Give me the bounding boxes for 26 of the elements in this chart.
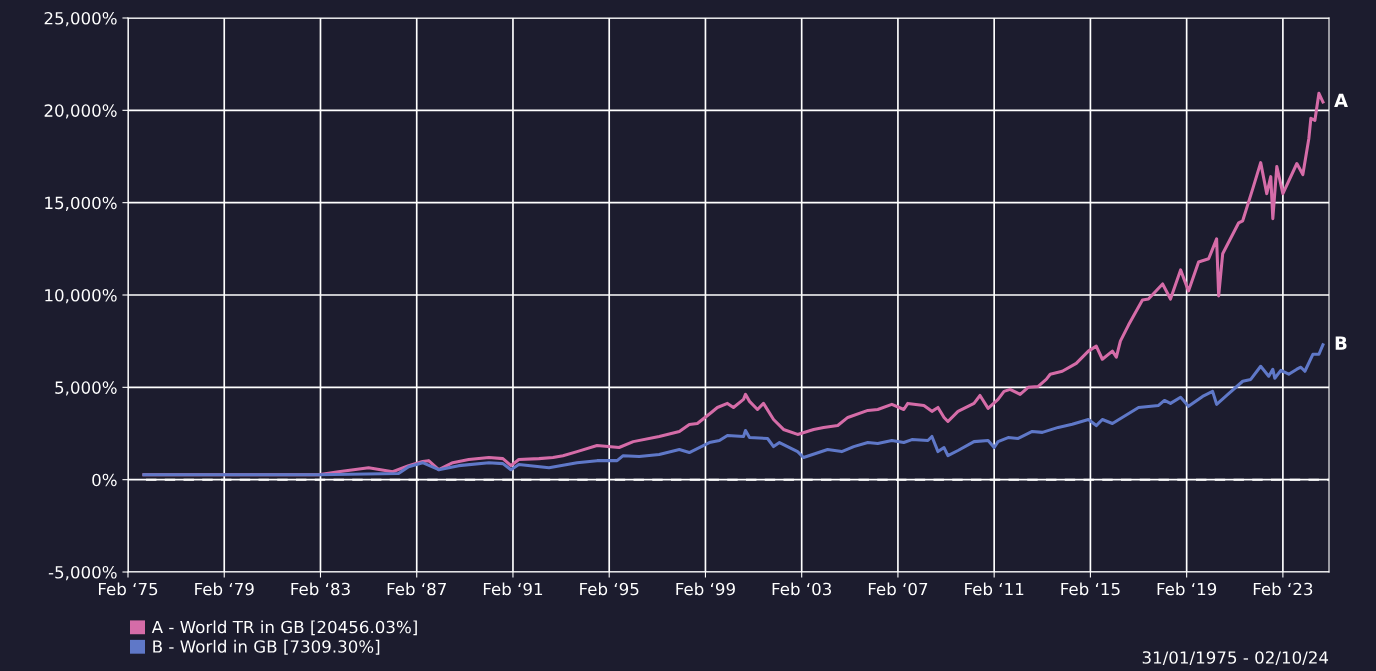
line-series (142, 343, 1325, 477)
y-tick-label: 15,000% (45, 196, 117, 211)
y-tick-label: 25,000% (44, 11, 117, 27)
y-tick-label: 10,000% (45, 288, 117, 304)
x-tick-label: Feb ‘11 (965, 582, 1024, 596)
annotation: A (1334, 93, 1348, 107)
x-tick-label: Feb ‘95 (580, 582, 639, 596)
y-tick-label: 5,000% (55, 381, 117, 396)
y-tick-label: 20,000% (44, 104, 117, 119)
x-tick-label: Feb ‘23 (1253, 582, 1313, 596)
x-tick-label: Feb ‘83 (291, 582, 350, 596)
legend-label: A - World TR in GB [20456.03%] (151, 620, 417, 636)
x-tick-label: Feb ‘03 (772, 582, 831, 596)
text: 31/01/1975 - 02/10/24 (1142, 651, 1329, 666)
annotation: B (1335, 336, 1347, 350)
x-tick-label: Feb ‘87 (387, 582, 446, 596)
legend-label: B - World in GB [7309.30%] (153, 639, 380, 655)
x-tick-label: Feb ‘19 (1157, 582, 1217, 596)
x-tick-label: Feb ‘91 (483, 582, 543, 596)
x-tick-label: Feb ‘79 (195, 582, 254, 596)
y-tick-label: 0% (92, 473, 117, 487)
y-tick-label: -5,000% (48, 565, 117, 581)
x-tick-label: Feb ‘07 (868, 582, 928, 596)
x-tick-label: Feb ‘99 (676, 582, 735, 596)
x-tick-label: Feb ‘75 (98, 582, 158, 596)
x-tick-label: Feb ‘15 (1061, 582, 1120, 596)
